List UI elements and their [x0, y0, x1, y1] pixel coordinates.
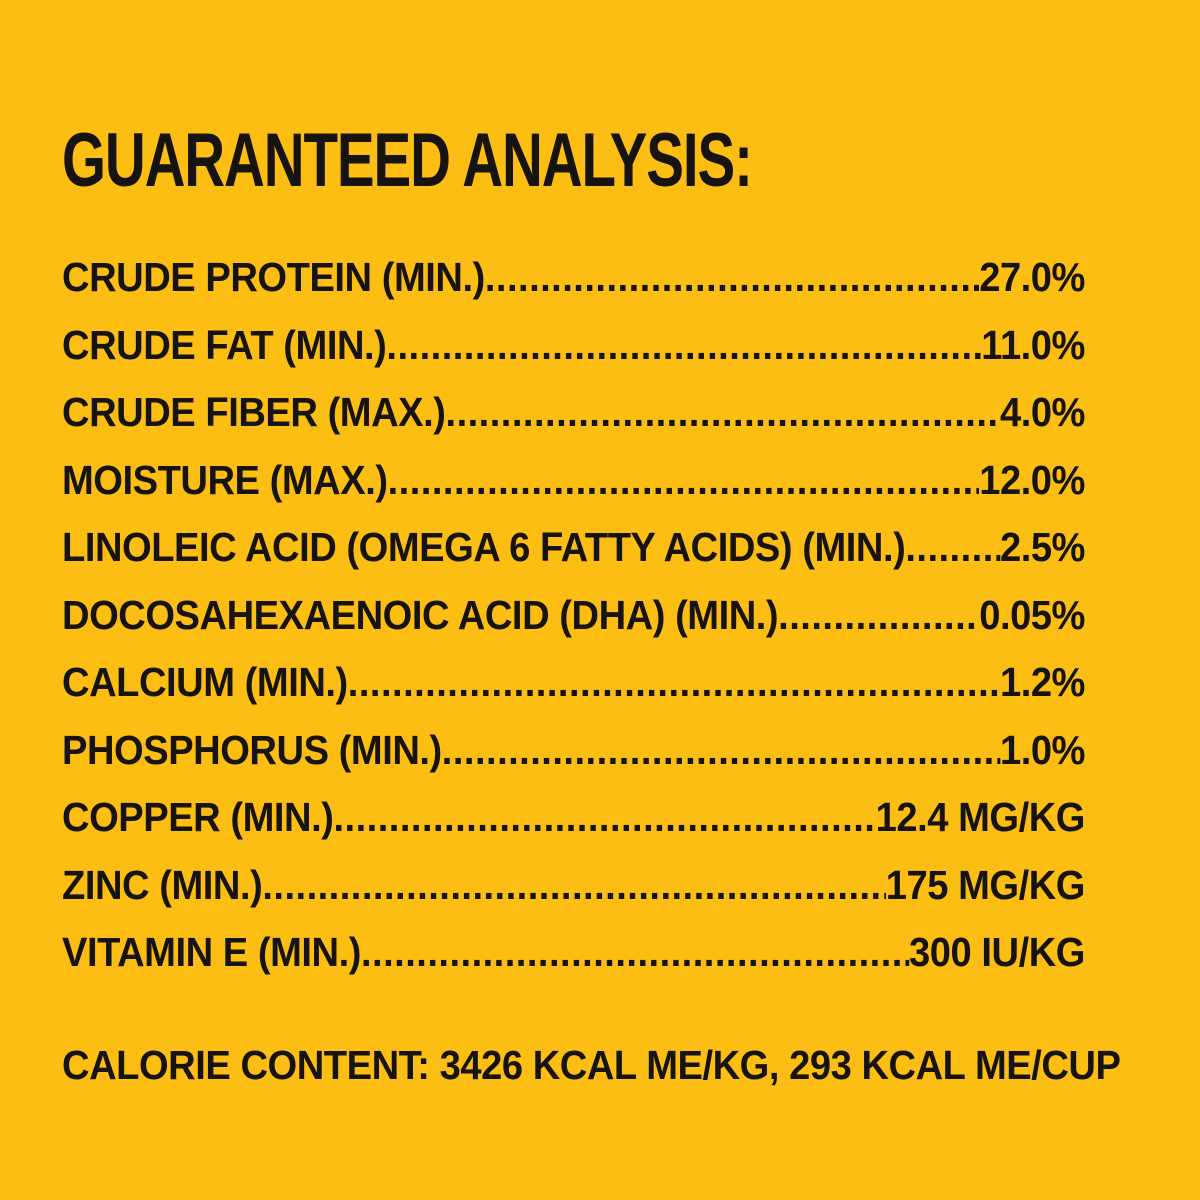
dot-leader	[485, 244, 979, 312]
nutrient-label: VITAMIN E (MIN.)	[62, 929, 361, 975]
nutrient-label: CRUDE PROTEIN (MIN.)	[62, 254, 485, 300]
analysis-row: PHOSPHORUS (MIN.) 1.0%	[62, 717, 1085, 785]
dot-leader	[262, 852, 885, 920]
page-title: GUARANTEED ANALYSIS:	[62, 118, 753, 203]
analysis-row: CRUDE PROTEIN (MIN.) 27.0%	[62, 244, 1085, 312]
analysis-row: CRUDE FAT (MIN.) 11.0%	[62, 312, 1085, 380]
guaranteed-analysis-panel: GUARANTEED ANALYSIS: CRUDE PROTEIN (MIN.…	[62, 118, 1121, 1091]
dot-leader	[442, 717, 1000, 785]
nutrient-label: LINOLEIC ACID (OMEGA 6 FATTY ACIDS) (MIN…	[62, 524, 906, 570]
dot-leader	[361, 919, 909, 987]
nutrient-label: DOCOSAHEXAENOIC ACID (DHA) (MIN.)	[62, 591, 779, 638]
nutrient-label: PHOSPHORUS (MIN.)	[62, 726, 442, 773]
nutrient-label: COPPER (MIN.)	[62, 794, 334, 840]
nutrient-value: 27.0%	[979, 254, 1085, 300]
nutrient-label: ZINC (MIN.)	[62, 861, 263, 908]
dot-leader	[348, 649, 1000, 717]
nutrient-value: 12.0%	[979, 456, 1085, 503]
analysis-row: LINOLEIC ACID (OMEGA 6 FATTY ACIDS) (MIN…	[62, 514, 1085, 582]
nutrient-value: 0.05%	[979, 591, 1085, 638]
analysis-row: COPPER (MIN.) 12.4 MG/KG	[62, 784, 1085, 852]
nutrient-value: 1.0%	[999, 726, 1086, 773]
analysis-row: ZINC (MIN.) 175 MG/KG	[62, 852, 1085, 920]
dot-leader	[778, 582, 979, 650]
nutrient-value: 11.0%	[981, 321, 1085, 368]
analysis-row: VITAMIN E (MIN.) 300 IU/KG	[62, 919, 1085, 987]
analysis-table: CRUDE PROTEIN (MIN.) 27.0% CRUDE FAT (MI…	[62, 244, 1085, 987]
dot-leader	[386, 312, 981, 380]
dot-leader	[388, 447, 980, 515]
analysis-row: CALCIUM (MIN.) 1.2%	[62, 649, 1085, 717]
dot-leader	[905, 514, 1000, 582]
nutrient-value: 4.0%	[999, 389, 1086, 435]
analysis-row: CRUDE FIBER (MAX.) 4.0%	[62, 379, 1085, 447]
nutrient-value: 175 MG/KG	[885, 861, 1086, 908]
nutrient-value: 12.4 MG/KG	[875, 794, 1086, 840]
analysis-row: MOISTURE (MAX.) 12.0%	[62, 447, 1085, 515]
calorie-content: CALORIE CONTENT: 3426 KCAL ME/KG, 293 KC…	[62, 1041, 1121, 1088]
nutrient-label: CRUDE FAT (MIN.)	[62, 321, 387, 368]
analysis-row: DOCOSAHEXAENOIC ACID (DHA) (MIN.) 0.05%	[62, 582, 1085, 650]
nutrient-value: 300 IU/KG	[909, 929, 1085, 975]
nutrient-value: 1.2%	[999, 659, 1086, 705]
dot-leader	[446, 379, 1000, 447]
nutrient-label: MOISTURE (MAX.)	[62, 456, 388, 503]
nutrient-value: 2.5%	[999, 524, 1086, 570]
nutrient-label: CRUDE FIBER (MAX.)	[62, 389, 446, 435]
nutrient-label: CALCIUM (MIN.)	[62, 659, 348, 705]
dot-leader	[333, 784, 875, 852]
